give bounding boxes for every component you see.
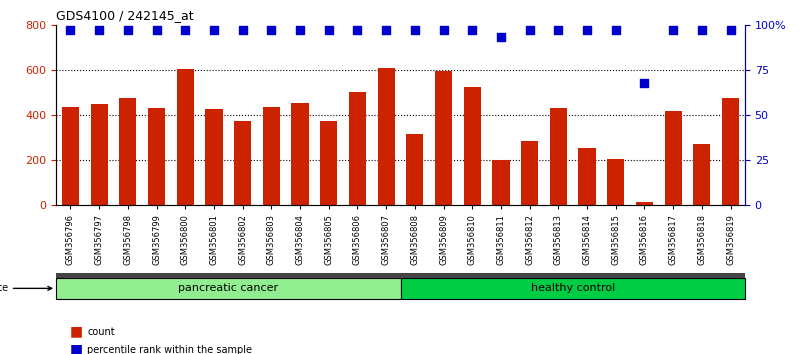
Bar	[148, 108, 165, 205]
Point	[552, 27, 565, 33]
Point	[724, 27, 737, 33]
Point	[265, 27, 278, 33]
Point	[64, 27, 77, 33]
Point	[236, 27, 249, 33]
Bar	[177, 69, 194, 205]
Bar	[292, 103, 308, 205]
Point	[695, 27, 708, 33]
Text: ■: ■	[70, 343, 83, 354]
Text: GDS4100 / 242145_at: GDS4100 / 242145_at	[56, 9, 194, 22]
Bar	[493, 160, 509, 205]
Bar	[400, 278, 745, 299]
Point	[150, 27, 163, 33]
Text: pancreatic cancer: pancreatic cancer	[179, 283, 279, 293]
Point	[437, 27, 450, 33]
Point	[523, 27, 536, 33]
Bar	[694, 144, 710, 205]
Bar	[521, 141, 538, 205]
Point	[494, 35, 507, 40]
Bar	[607, 159, 625, 205]
Bar	[119, 98, 136, 205]
Bar	[91, 104, 108, 205]
Bar	[636, 202, 653, 205]
Bar	[464, 87, 481, 205]
Bar	[62, 107, 79, 205]
Point	[93, 27, 106, 33]
Bar	[234, 121, 252, 205]
Text: disease state: disease state	[0, 283, 52, 293]
Point	[207, 27, 220, 33]
Bar	[56, 273, 745, 278]
Bar	[406, 134, 424, 205]
Point	[409, 27, 421, 33]
Bar	[435, 71, 453, 205]
Point	[179, 27, 191, 33]
Bar	[263, 107, 280, 205]
Point	[581, 27, 594, 33]
Point	[610, 27, 622, 33]
Bar	[205, 109, 223, 205]
Point	[322, 27, 335, 33]
Bar	[722, 98, 739, 205]
Bar	[349, 92, 366, 205]
Bar	[56, 278, 400, 299]
Point	[466, 27, 479, 33]
Bar	[377, 68, 395, 205]
Text: count: count	[87, 327, 115, 337]
Point	[294, 27, 307, 33]
Point	[122, 27, 135, 33]
Point	[380, 27, 392, 33]
Point	[666, 27, 679, 33]
Text: ■: ■	[70, 325, 83, 339]
Point	[351, 27, 364, 33]
Bar	[578, 148, 596, 205]
Text: healthy control: healthy control	[530, 283, 615, 293]
Point	[638, 80, 651, 85]
Text: percentile rank within the sample: percentile rank within the sample	[87, 345, 252, 354]
Bar	[320, 121, 337, 205]
Bar	[549, 108, 567, 205]
Bar	[665, 110, 682, 205]
